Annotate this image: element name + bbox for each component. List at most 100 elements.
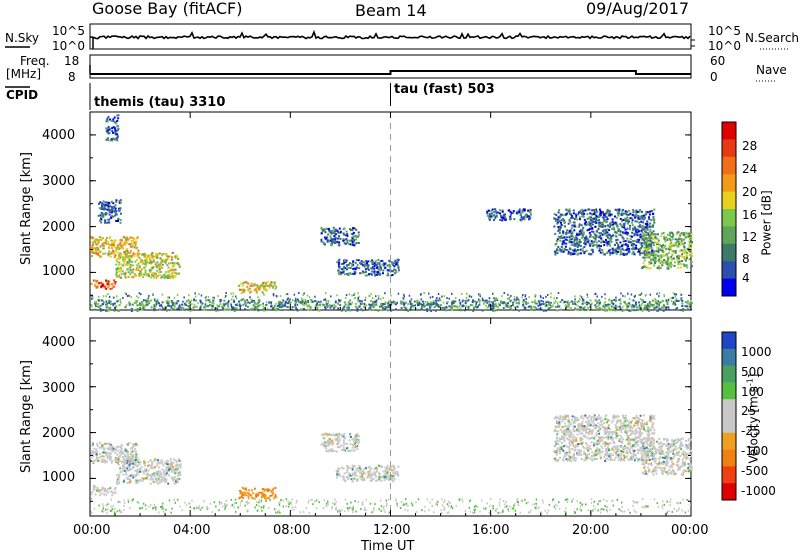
ground-scatter bbox=[228, 300, 230, 302]
scatter-pixel bbox=[140, 271, 143, 274]
ground-scatter bbox=[135, 302, 137, 305]
scatter-pixel bbox=[662, 247, 665, 249]
scatter-pixel bbox=[565, 236, 568, 239]
ground-scatter bbox=[270, 302, 272, 305]
scatter-pixel bbox=[283, 305, 286, 307]
ground-scatter bbox=[275, 302, 277, 305]
ground-scatter bbox=[282, 304, 284, 307]
nave-tick-bottom: 0 bbox=[710, 70, 718, 84]
scatter-pixel bbox=[324, 308, 327, 311]
scatter-pixel bbox=[604, 214, 607, 217]
scatter-pixel bbox=[144, 477, 147, 480]
scatter-pixel bbox=[125, 276, 128, 279]
scatter-pixel bbox=[649, 247, 652, 250]
ground-scatter bbox=[442, 301, 445, 304]
scatter-pixel bbox=[564, 225, 566, 228]
scatter-pixel bbox=[647, 245, 650, 247]
scatter-pixel bbox=[375, 260, 377, 263]
scatter-pixel bbox=[671, 238, 674, 241]
scatter-pixel bbox=[560, 224, 563, 226]
ground-scatter bbox=[292, 299, 294, 302]
ground-scatter bbox=[250, 298, 252, 301]
scatter-pixel bbox=[159, 475, 162, 477]
scatter-pixel bbox=[149, 474, 152, 477]
scatter-pixel bbox=[284, 300, 287, 303]
scatter-pixel bbox=[102, 242, 105, 245]
scatter-pixel bbox=[564, 248, 567, 251]
scatter-pixel bbox=[166, 258, 169, 261]
scatter-pixel bbox=[332, 229, 335, 232]
scatter-pixel bbox=[240, 299, 243, 302]
scatter-pixel bbox=[330, 230, 333, 233]
scatter-pixel bbox=[688, 240, 691, 243]
scatter-pixel bbox=[689, 250, 692, 253]
scatter-pixel bbox=[165, 472, 168, 475]
scatter-pixel bbox=[351, 272, 354, 275]
scatter-pixel bbox=[174, 272, 177, 274]
scatter-pixel bbox=[334, 233, 337, 236]
scatter-pixel bbox=[601, 233, 604, 236]
scatter-pixel bbox=[565, 208, 568, 211]
scatter-pixel bbox=[373, 262, 376, 265]
scatter-pixel bbox=[134, 469, 137, 472]
ground-scatter bbox=[492, 292, 494, 295]
scatter-pixel bbox=[572, 303, 575, 306]
scatter-pixel bbox=[352, 261, 355, 264]
scatter-pixel bbox=[138, 257, 141, 260]
scatter-pixel bbox=[119, 471, 122, 474]
scatter-pixel bbox=[99, 308, 102, 310]
scatter-pixel bbox=[451, 306, 453, 309]
vel-cb-1000: 1000 bbox=[741, 345, 772, 359]
scatter-pixel bbox=[123, 458, 126, 460]
scatter-pixel bbox=[488, 303, 491, 306]
scatter-pixel bbox=[187, 307, 190, 310]
ground-scatter bbox=[97, 295, 100, 298]
scatter-pixel bbox=[623, 226, 626, 229]
ground-scatter bbox=[289, 298, 291, 301]
scatter-pixel bbox=[654, 253, 657, 256]
scatter-pixel bbox=[386, 264, 389, 267]
scatter-pixel bbox=[623, 231, 626, 234]
scatter-pixel bbox=[118, 200, 121, 203]
scatter-pixel bbox=[325, 237, 328, 240]
scatter-pixel bbox=[347, 242, 350, 245]
ground-scatter bbox=[212, 305, 214, 308]
scatter-pixel bbox=[585, 249, 588, 252]
scatter-pixel bbox=[351, 243, 354, 246]
scatter-pixel bbox=[102, 244, 105, 247]
scatter-pixel bbox=[97, 214, 100, 217]
scatter-pixel bbox=[646, 307, 649, 310]
scatter-pixel bbox=[132, 443, 135, 446]
scatter-pixel bbox=[600, 241, 603, 244]
scatter-pixel bbox=[671, 233, 674, 235]
scatter-pixel bbox=[583, 218, 586, 221]
scatter-pixel bbox=[161, 263, 164, 266]
scatter-pixel bbox=[331, 448, 333, 451]
scatter-pixel bbox=[135, 469, 138, 472]
scatter-pixel bbox=[578, 306, 581, 309]
scatter-pixel bbox=[158, 271, 161, 274]
ground-scatter bbox=[153, 304, 156, 307]
scatter-pixel bbox=[614, 234, 617, 237]
scatter-pixel bbox=[653, 250, 656, 253]
scatter-pixel bbox=[102, 252, 105, 255]
scatter-pixel bbox=[242, 303, 245, 306]
scatter-pixel bbox=[106, 460, 109, 463]
scatter-pixel bbox=[222, 303, 225, 306]
scatter-pixel bbox=[394, 259, 397, 262]
scatter-pixel bbox=[363, 479, 366, 482]
scatter-pixel bbox=[123, 464, 125, 467]
scatter-pixel bbox=[564, 300, 566, 303]
scatter-pixel bbox=[583, 306, 586, 309]
scatter-pixel bbox=[140, 260, 142, 263]
scatter-pixel bbox=[599, 213, 602, 215]
scatter-pixel bbox=[580, 233, 583, 236]
ground-scatter bbox=[305, 303, 307, 306]
scatter-pixel bbox=[603, 229, 606, 232]
scatter-pixel bbox=[386, 302, 389, 305]
ground-scatter bbox=[116, 300, 118, 303]
scatter-pixel bbox=[166, 256, 169, 259]
scatter-pixel bbox=[590, 225, 593, 228]
scatter-pixel bbox=[570, 227, 573, 230]
scatter-pixel bbox=[636, 250, 639, 253]
